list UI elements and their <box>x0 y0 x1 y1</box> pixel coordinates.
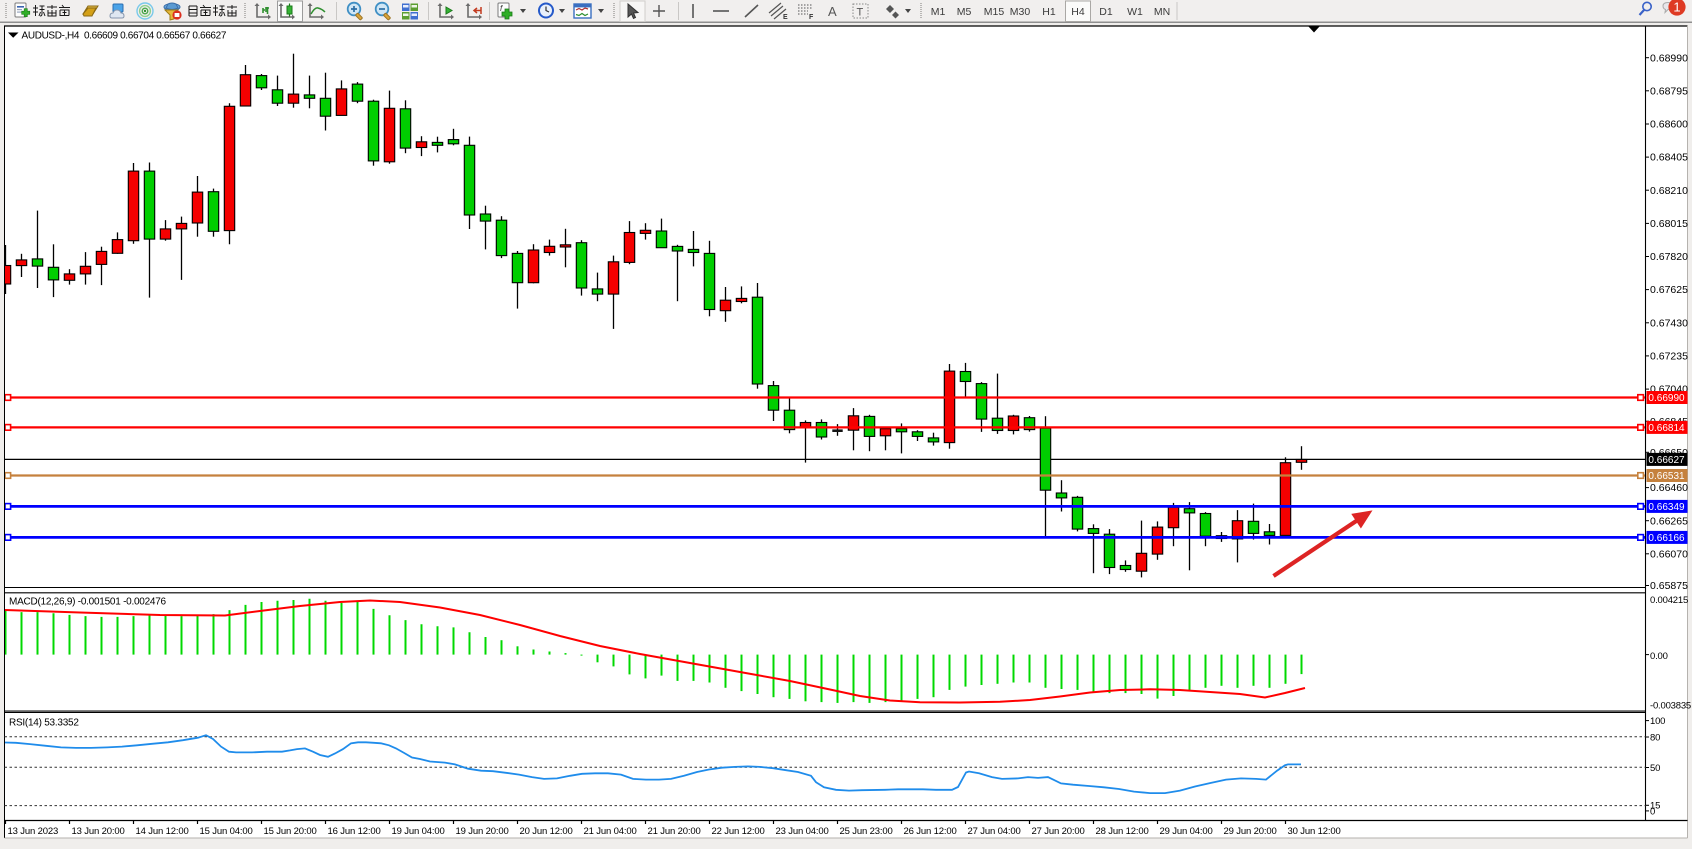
svg-text:H4: H4 <box>1071 6 1085 18</box>
svg-text:M5: M5 <box>957 6 972 18</box>
svg-text:A: A <box>828 4 837 19</box>
svg-text:21 Jun 04:00: 21 Jun 04:00 <box>584 826 637 837</box>
svg-text:13 Jun 2023: 13 Jun 2023 <box>8 826 59 837</box>
svg-text:15: 15 <box>1650 801 1660 812</box>
svg-text:F: F <box>809 14 814 21</box>
svg-text:19 Jun 20:00: 19 Jun 20:00 <box>456 826 509 837</box>
svg-text:50: 50 <box>1650 763 1660 774</box>
svg-text:0.66990: 0.66990 <box>1648 393 1685 404</box>
svg-text:13 Jun 20:00: 13 Jun 20:00 <box>72 826 125 837</box>
svg-text:M30: M30 <box>1010 6 1031 18</box>
svg-text:0.65875: 0.65875 <box>1650 580 1688 592</box>
svg-text:0.68405: 0.68405 <box>1650 152 1688 164</box>
svg-text:-0.003835: -0.003835 <box>1650 700 1691 711</box>
svg-text:20 Jun 12:00: 20 Jun 12:00 <box>520 826 573 837</box>
svg-text:D1: D1 <box>1099 6 1113 18</box>
svg-text:30 Jun 12:00: 30 Jun 12:00 <box>1288 826 1341 837</box>
svg-text:MACD(12,26,9) -0.001501 -0.002: MACD(12,26,9) -0.001501 -0.002476 <box>9 597 167 608</box>
svg-text:19 Jun 04:00: 19 Jun 04:00 <box>392 826 445 837</box>
svg-text:MN: MN <box>1154 6 1170 18</box>
svg-text:80: 80 <box>1650 732 1660 743</box>
svg-text:0: 0 <box>1650 806 1655 817</box>
svg-text:100: 100 <box>1650 716 1665 727</box>
svg-text:0.66460: 0.66460 <box>1650 482 1688 494</box>
svg-text:23 Jun 04:00: 23 Jun 04:00 <box>776 826 829 837</box>
svg-text:M15: M15 <box>984 6 1005 18</box>
svg-text:0.66814: 0.66814 <box>1648 423 1685 434</box>
svg-text:21 Jun 20:00: 21 Jun 20:00 <box>648 826 701 837</box>
svg-text:0.68795: 0.68795 <box>1650 85 1688 97</box>
svg-text:29 Jun 20:00: 29 Jun 20:00 <box>1224 826 1277 837</box>
svg-text:RSI(14) 53.3352: RSI(14) 53.3352 <box>9 717 79 728</box>
svg-text:AUDUSD-,H4 0.66609 0.66704 0.: AUDUSD-,H4 0.66609 0.66704 0.66567 0.666… <box>22 30 227 41</box>
svg-text:T: T <box>857 7 864 19</box>
svg-text:E: E <box>783 14 788 21</box>
svg-text:0.68600: 0.68600 <box>1650 119 1688 131</box>
svg-text:0.66166: 0.66166 <box>1648 533 1685 544</box>
svg-text:0.66070: 0.66070 <box>1650 548 1688 560</box>
svg-text:1: 1 <box>1673 0 1680 15</box>
svg-text:15 Jun 20:00: 15 Jun 20:00 <box>264 826 317 837</box>
svg-text:0.67625: 0.67625 <box>1650 284 1688 296</box>
svg-text:27 Jun 04:00: 27 Jun 04:00 <box>968 826 1021 837</box>
svg-text:H1: H1 <box>1042 6 1056 18</box>
svg-text:0.67820: 0.67820 <box>1650 251 1688 263</box>
svg-text:26 Jun 12:00: 26 Jun 12:00 <box>904 826 957 837</box>
svg-text:0.66531: 0.66531 <box>1648 471 1685 482</box>
svg-text:0.66349: 0.66349 <box>1648 502 1685 513</box>
svg-text:0.68015: 0.68015 <box>1650 218 1688 230</box>
svg-text:0.68210: 0.68210 <box>1650 185 1688 197</box>
svg-text:28 Jun 12:00: 28 Jun 12:00 <box>1096 826 1149 837</box>
svg-text:0.66627: 0.66627 <box>1648 455 1685 466</box>
svg-text:f: f <box>500 4 503 13</box>
svg-text:0.004215: 0.004215 <box>1650 595 1688 606</box>
svg-text:0.00: 0.00 <box>1650 651 1668 662</box>
svg-text:W1: W1 <box>1127 6 1143 18</box>
svg-text:0.67430: 0.67430 <box>1650 317 1688 329</box>
svg-text:0.66265: 0.66265 <box>1650 515 1688 527</box>
svg-text:22 Jun 12:00: 22 Jun 12:00 <box>712 826 765 837</box>
svg-text:25 Jun 23:00: 25 Jun 23:00 <box>840 826 893 837</box>
svg-text:29 Jun 04:00: 29 Jun 04:00 <box>1160 826 1213 837</box>
svg-text:0.68990: 0.68990 <box>1650 52 1688 64</box>
svg-text:27 Jun 20:00: 27 Jun 20:00 <box>1032 826 1085 837</box>
svg-text:M1: M1 <box>931 6 946 18</box>
svg-text:16 Jun 12:00: 16 Jun 12:00 <box>328 826 381 837</box>
svg-text:14 Jun 12:00: 14 Jun 12:00 <box>136 826 189 837</box>
svg-text:15 Jun 04:00: 15 Jun 04:00 <box>200 826 253 837</box>
svg-text:0.67235: 0.67235 <box>1650 351 1688 363</box>
